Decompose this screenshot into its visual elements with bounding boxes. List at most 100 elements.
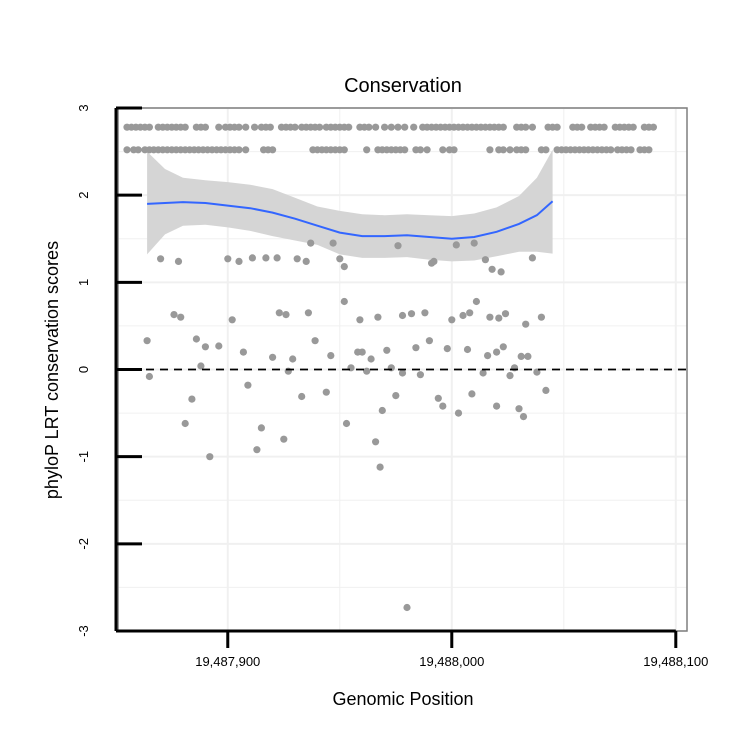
data-point: [537, 313, 546, 321]
confidence-band-layer: [147, 149, 553, 262]
data-point: [499, 123, 507, 131]
data-point: [291, 123, 299, 131]
data-point: [340, 263, 348, 271]
data-point: [645, 146, 653, 154]
data-point: [452, 241, 460, 249]
data-point: [410, 123, 418, 131]
data-point: [269, 353, 277, 361]
data-point: [374, 313, 382, 321]
smooth-line: [147, 200, 554, 240]
data-point: [430, 257, 438, 265]
data-point: [495, 314, 503, 322]
data-point: [356, 316, 364, 324]
data-point: [416, 146, 424, 154]
y-tick-label: 2: [76, 192, 91, 199]
data-point: [479, 369, 487, 377]
points-layer: [123, 123, 658, 612]
data-point: [398, 369, 407, 377]
data-point: [528, 254, 537, 262]
data-point: [524, 352, 532, 360]
x-tick-label: 19,487,900: [195, 654, 260, 669]
data-point: [340, 297, 348, 306]
data-point: [517, 352, 525, 360]
data-point: [439, 146, 447, 154]
y-tick-label: -3: [76, 625, 91, 637]
data-point: [578, 123, 586, 131]
data-point: [528, 123, 537, 131]
data-point: [463, 345, 472, 354]
data-point: [251, 123, 259, 131]
data-point: [188, 395, 196, 403]
data-point: [416, 371, 424, 379]
data-point: [248, 254, 256, 262]
data-point: [363, 146, 371, 154]
data-point: [501, 310, 510, 318]
data-point: [515, 405, 523, 413]
data-point: [293, 255, 301, 263]
data-point: [486, 146, 494, 154]
data-point: [470, 239, 478, 247]
data-point: [365, 123, 373, 131]
data-point: [228, 316, 236, 324]
data-point: [257, 424, 265, 432]
data-point: [302, 257, 310, 265]
tick-label-layer: -3 -2 -1 0 1 2 3 19,487,900 19,488,000 19,488,100: [76, 104, 708, 669]
data-point: [201, 123, 209, 131]
data-point: [372, 438, 380, 446]
data-point: [542, 386, 550, 394]
axis-layer: [114, 106, 678, 648]
data-point: [329, 239, 337, 247]
data-point: [387, 123, 395, 131]
data-point: [499, 343, 507, 351]
data-point: [145, 123, 153, 131]
data-point: [466, 309, 474, 317]
data-point: [197, 362, 205, 370]
data-point: [506, 372, 514, 380]
data-point: [235, 123, 243, 131]
data-point: [363, 367, 371, 375]
smooth-line-layer: [147, 200, 554, 240]
data-point: [177, 313, 185, 321]
data-point: [316, 123, 324, 131]
data-point: [235, 257, 243, 265]
data-point: [244, 381, 252, 389]
data-point: [423, 146, 431, 154]
data-point: [553, 123, 561, 131]
data-point: [340, 146, 348, 154]
data-point: [519, 413, 528, 421]
data-point: [273, 254, 281, 262]
data-point: [311, 337, 319, 345]
data-point: [488, 265, 496, 273]
y-tick-label: 0: [76, 366, 91, 373]
data-point: [542, 146, 550, 154]
data-point: [358, 348, 366, 356]
y-axis-label: phyloP LRT conservation scores: [42, 241, 62, 499]
data-point: [401, 123, 409, 131]
data-point: [345, 123, 353, 131]
y-tick-label: -2: [76, 538, 91, 550]
data-point: [439, 402, 447, 410]
data-point: [493, 348, 501, 356]
data-point: [201, 343, 209, 351]
data-point: [282, 311, 290, 319]
data-point: [468, 390, 476, 398]
data-point: [381, 123, 389, 131]
data-point: [448, 316, 456, 324]
data-point: [235, 146, 243, 154]
data-point: [304, 309, 312, 317]
data-point: [192, 335, 200, 343]
data-point: [403, 603, 411, 612]
data-point: [522, 320, 530, 328]
data-point: [486, 313, 494, 321]
data-point: [307, 239, 315, 247]
data-point: [412, 344, 420, 352]
data-point: [181, 419, 189, 428]
chart-title: Conservation: [344, 75, 462, 97]
data-point: [269, 146, 277, 154]
data-point: [600, 123, 608, 131]
data-point: [454, 409, 463, 417]
data-point: [394, 123, 402, 131]
data-point: [472, 297, 480, 306]
data-point: [506, 146, 514, 154]
